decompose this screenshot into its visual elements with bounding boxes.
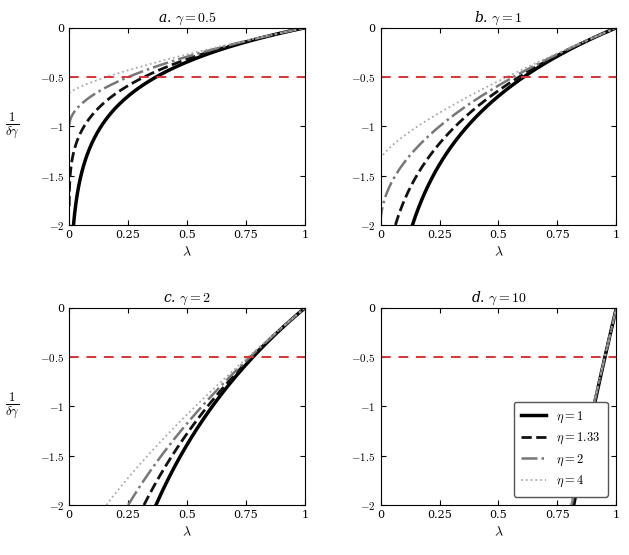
Y-axis label: $\frac{1}{\delta\gamma}$: $\frac{1}{\delta\gamma}$ [5, 111, 19, 142]
Title: c. $\gamma = 2$: c. $\gamma = 2$ [163, 292, 211, 307]
X-axis label: $\lambda$: $\lambda$ [182, 526, 192, 539]
Title: b. $\gamma = 1$: b. $\gamma = 1$ [474, 10, 523, 27]
X-axis label: $\lambda$: $\lambda$ [494, 526, 503, 539]
Legend: $\eta = 1$, $\eta = 1.33$, $\eta = 2$, $\eta = 4$: $\eta = 1$, $\eta = 1.33$, $\eta = 2$, $… [514, 402, 608, 497]
X-axis label: $\lambda$: $\lambda$ [494, 245, 503, 259]
X-axis label: $\lambda$: $\lambda$ [182, 245, 192, 259]
Title: a. $\gamma = 0.5$: a. $\gamma = 0.5$ [158, 11, 216, 27]
Title: d. $\gamma = 10$: d. $\gamma = 10$ [470, 290, 526, 307]
Y-axis label: $\frac{1}{\delta\gamma}$: $\frac{1}{\delta\gamma}$ [5, 391, 19, 422]
